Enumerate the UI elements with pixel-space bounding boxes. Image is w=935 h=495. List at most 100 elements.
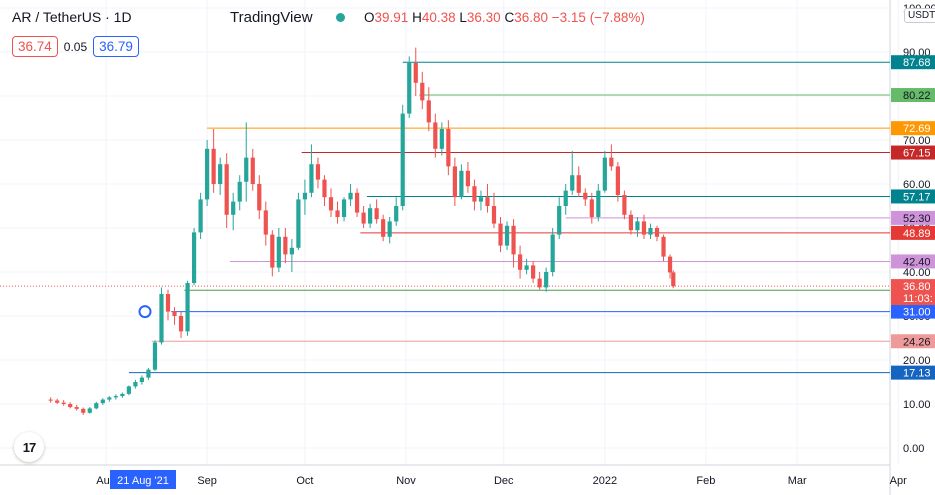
- close-label: C: [504, 10, 515, 25]
- y-tick-label: 0.00: [903, 443, 924, 455]
- candle-body: [133, 382, 138, 387]
- candle-body: [231, 201, 236, 215]
- candle-body: [107, 397, 112, 400]
- candle-body: [472, 186, 477, 202]
- candle-body: [165, 294, 171, 312]
- candle-body: [270, 234, 275, 268]
- candle-body: [407, 63, 412, 114]
- axis-unit-button[interactable]: USDT: [904, 8, 935, 23]
- high-value: 40.38: [421, 10, 456, 25]
- candle-body: [178, 316, 184, 332]
- candle-body: [544, 272, 549, 288]
- candle-body: [328, 197, 334, 211]
- x-tick-label: Mar: [788, 475, 807, 487]
- candle-body: [622, 195, 627, 215]
- x-tick-label: Dec: [494, 475, 514, 487]
- candle-body: [309, 164, 314, 193]
- y-tick-label: 70.00: [903, 135, 931, 147]
- candle-body: [172, 311, 177, 316]
- candle-body: [628, 214, 634, 231]
- level-price-label: 17.13: [903, 368, 931, 380]
- candle-body: [322, 179, 327, 198]
- current-price-tag: [891, 279, 935, 306]
- buy-price-button[interactable]: 36.79: [93, 36, 139, 57]
- level-price-label: 48.89: [903, 228, 931, 240]
- candle-body: [289, 247, 294, 255]
- candle-body: [283, 236, 288, 255]
- candle-body: [400, 113, 405, 206]
- candle-body: [615, 166, 620, 195]
- candle-body: [81, 408, 86, 413]
- candle-body: [55, 400, 60, 403]
- candle-body: [302, 192, 308, 200]
- level-price-tag: [891, 121, 935, 136]
- candle-body: [511, 225, 516, 255]
- candle-body: [576, 175, 581, 193]
- crosshair-marker: [138, 305, 152, 319]
- candle-body: [498, 223, 503, 246]
- candle-body: [420, 82, 425, 101]
- level-price-tag: [891, 365, 935, 380]
- candle-body: [198, 199, 203, 233]
- y-tick-label: 20.00: [903, 355, 931, 367]
- candle-body: [296, 199, 301, 248]
- candle-body: [394, 206, 399, 222]
- candle-body: [478, 197, 484, 202]
- candle-body: [94, 403, 99, 409]
- open-value: 39.91: [374, 10, 409, 25]
- level-price-label: 57.17: [903, 191, 931, 203]
- symbol-title[interactable]: AR / TetherUS · 1D: [12, 9, 132, 25]
- x-tick-label: Nov: [396, 475, 416, 487]
- candle-body: [439, 129, 444, 149]
- candle-body: [211, 148, 216, 184]
- candle-body: [257, 184, 262, 211]
- level-price-tag: [891, 210, 935, 225]
- candle-body: [152, 342, 158, 370]
- market-status-icon: [336, 13, 345, 22]
- candle-body: [667, 256, 673, 273]
- x-tick-label: Apr: [890, 475, 907, 487]
- candle-body: [139, 377, 145, 382]
- candle-body: [550, 234, 555, 272]
- candle-body: [146, 369, 151, 378]
- candle-body: [113, 396, 118, 398]
- candle-body: [671, 272, 676, 287]
- candle-body: [218, 164, 223, 184]
- low-value: 36.30: [466, 10, 501, 25]
- candle-body: [250, 157, 255, 184]
- candle-body: [224, 164, 229, 215]
- candle-body: [446, 129, 451, 167]
- candle-body: [374, 208, 379, 220]
- x-tick-label: Oct: [296, 475, 313, 487]
- candle-body: [609, 157, 614, 167]
- y-tick-label: 60.00: [903, 179, 931, 191]
- candle-body: [485, 197, 490, 206]
- candle-body: [648, 228, 653, 235]
- candle-body: [596, 190, 601, 217]
- tradingview-logo-icon[interactable]: 17: [14, 432, 44, 462]
- candle-body: [531, 265, 536, 279]
- candle-body: [563, 190, 568, 206]
- level-price-label: 24.26: [903, 336, 931, 348]
- candle-body: [641, 221, 647, 235]
- crosshair-time-tag: [110, 470, 176, 489]
- level-price-tag: [891, 189, 935, 204]
- high-label: H: [412, 10, 422, 25]
- candle-body: [589, 199, 594, 217]
- x-tick-label: Feb: [696, 475, 715, 487]
- candle-body: [459, 170, 464, 198]
- candle-body: [504, 225, 510, 246]
- level-price-label: 72.69: [903, 123, 931, 135]
- candle-body: [381, 219, 386, 237]
- candle-body: [87, 408, 92, 413]
- candle-body: [635, 221, 640, 231]
- candle-body: [315, 164, 321, 180]
- level-price-tag: [891, 254, 935, 269]
- candle-body: [74, 407, 79, 409]
- change-value: −3.15 (−7.88%): [551, 10, 645, 25]
- candle-body: [191, 232, 197, 283]
- candle-body: [387, 221, 392, 237]
- spread-value: 0.05: [63, 39, 88, 54]
- sell-price-button[interactable]: 36.74: [12, 36, 58, 57]
